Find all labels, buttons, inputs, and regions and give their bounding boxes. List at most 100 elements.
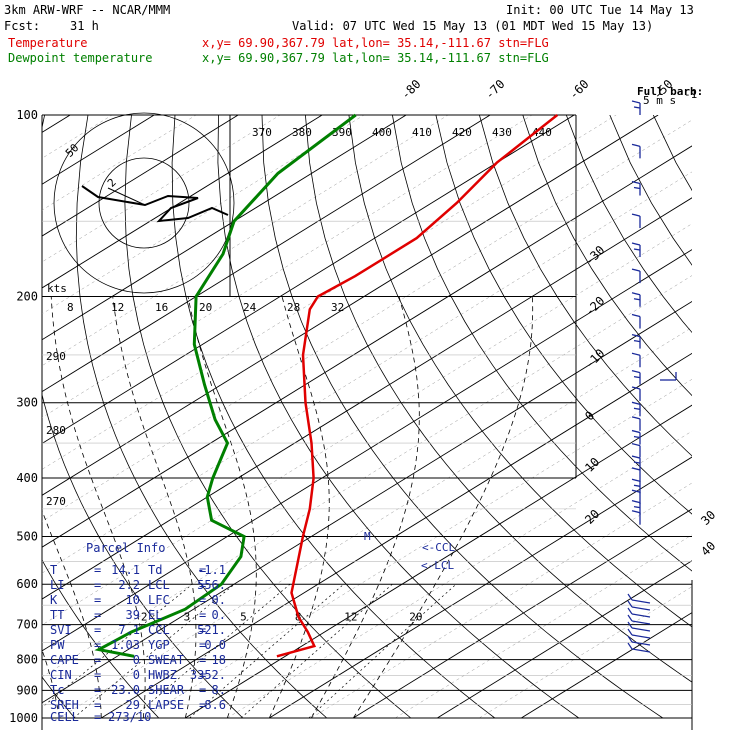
ring-speed-label: 24 <box>243 301 257 314</box>
parcel-value-2: 0.0 <box>204 638 226 652</box>
isotherm-line-minor <box>395 534 692 719</box>
parcel-key-1: CIN <box>50 668 72 682</box>
parcel-info-row: PW = 1.03 YGP =0.0 <box>50 638 226 652</box>
wind-barb <box>631 292 641 307</box>
wind-barb <box>631 370 641 385</box>
isotherm-line-minor <box>42 275 692 678</box>
forecast-hour: 31 h <box>70 19 99 33</box>
pressure-label: 500 <box>16 529 38 543</box>
theta-e-labels: 370 380 390 400 410 420 430 440 <box>252 126 552 139</box>
mixing-ratio-label: 2 <box>141 611 148 624</box>
isotherm-lines <box>42 115 692 719</box>
parcel-equals-1: = <box>94 653 101 667</box>
dry-adiabat <box>609 115 692 266</box>
wind-barb <box>631 455 641 471</box>
pressure-label: 900 <box>16 683 38 697</box>
wind-barb <box>631 442 641 458</box>
valid-time: Valid: 07 UTC Wed 15 May 13 (01 MDT Wed … <box>292 19 653 33</box>
parcel-equals-1: = <box>94 623 101 637</box>
wind-barb <box>631 213 641 229</box>
isotherm-line <box>42 115 659 496</box>
isotherm-line <box>185 404 692 719</box>
wind-barb <box>627 621 651 632</box>
mixing-ratio-label: 5 <box>240 611 247 624</box>
isotherm-label: 30 <box>698 508 718 528</box>
parcel-key-2: CCL <box>148 623 170 637</box>
mixing-ratio-labels: 2 3 5 8 12 20 <box>141 611 423 624</box>
theta-e-label: 400 <box>372 126 392 139</box>
cell-value: 273/10 <box>108 710 151 724</box>
parcel-equals-2: = <box>199 593 206 607</box>
ring-speed-label: 28 <box>287 301 300 314</box>
wind-barb <box>627 600 651 611</box>
wind-barb <box>631 467 641 482</box>
moist-adiabat <box>42 648 60 719</box>
parcel-value-1: 29 <box>126 698 140 712</box>
wind-barb <box>631 352 641 368</box>
isotherm-line-minor <box>42 119 692 522</box>
parcel-key-2: HWBZ <box>148 668 177 682</box>
pressure-label: 300 <box>16 396 38 410</box>
wind-barb <box>631 429 641 445</box>
moist-adiabat-lines <box>42 296 534 719</box>
parcel-info-row: K = 10 LFC = 0. <box>50 593 226 607</box>
parcel-value-2: 556. <box>197 578 226 592</box>
dry-adiabat <box>479 115 692 457</box>
wind-barb <box>627 614 651 625</box>
pressure-label: 700 <box>16 618 38 632</box>
pressure-label: 200 <box>16 290 38 304</box>
wind-barb <box>627 642 651 653</box>
hodograph-kts-label: kts <box>47 282 67 295</box>
theta-e-label: 380 <box>292 126 312 139</box>
ring-speed-label: 12 <box>111 301 124 314</box>
isotherm-label: 10 <box>582 455 602 475</box>
wind-barb <box>627 593 651 604</box>
dry-adiabat <box>348 115 692 628</box>
isotherm-line <box>437 560 692 719</box>
ring-speed-labels: 8 12 16 20 24 28 32 <box>67 301 344 314</box>
isotherm-label: -30 <box>582 243 607 268</box>
isotherm-line <box>101 352 692 719</box>
cell-label: CELL <box>50 710 79 724</box>
isotherm-label: -10 <box>582 346 607 371</box>
ring-speed-label: 20 <box>199 301 212 314</box>
parcel-info-rows: T = 14.1 Td =-1.1LI = 2.2 LCL =556.K = 10 LFC = 0.TT =… <box>50 563 226 712</box>
moist-adiabat <box>268 296 330 719</box>
parcel-key-2: YGP <box>148 638 170 652</box>
dewpoint-legend-label: Dewpoint temperature <box>8 51 153 65</box>
wind-barb-legend: Full barb: 5 m s -1 <box>637 85 703 107</box>
parcel-key-1: LI <box>50 578 64 592</box>
isotherm-line-minor <box>42 223 692 626</box>
pressure-axis: 100 200 300 400 500 600 700 800 900 1000 <box>9 108 38 725</box>
dry-adiabat <box>305 115 692 683</box>
moist-adiabat <box>310 296 420 719</box>
parcel-key-2: LFC <box>148 593 170 607</box>
parcel-value-1: 10 <box>126 593 140 607</box>
parcel-key-2: LAPSE <box>148 698 184 712</box>
mixing-ratio-line <box>308 583 457 719</box>
temperature-profile <box>276 114 559 658</box>
wind-barb <box>631 268 641 284</box>
parcel-value-2: 0. <box>212 608 226 622</box>
parcel-info-title: Parcel Info <box>86 541 165 555</box>
mixing-ratio-label: 3 <box>184 611 191 624</box>
temperature-legend-info: x,y= 69.90,367.79 lat,lon= 35.14,-111.67… <box>202 36 549 50</box>
mixing-ratio-line <box>189 583 345 719</box>
isobar-lines <box>42 114 692 719</box>
theta-e-label: 390 <box>332 126 352 139</box>
parcel-key-1: Tc <box>50 683 64 697</box>
m-marker: M <box>364 530 371 543</box>
isotherm-label: -70 <box>482 77 507 102</box>
wind-barb <box>631 143 641 159</box>
isotherm-line <box>42 300 692 704</box>
parcel-info-row: LI = 2.2 LCL =556. <box>50 578 226 592</box>
dry-adiabat <box>261 115 664 719</box>
dewpoint-legend-info: x,y= 69.90,367.79 lat,lon= 35.14,-111.67… <box>202 51 549 65</box>
isotherm-label: 20 <box>582 507 602 527</box>
parcel-equals-2: = <box>199 578 206 592</box>
isotherm-line-minor <box>42 115 533 418</box>
parcel-equals-2: = <box>199 653 206 667</box>
parcel-key-2: Td <box>148 563 162 577</box>
parcel-equals-1: = <box>94 593 101 607</box>
